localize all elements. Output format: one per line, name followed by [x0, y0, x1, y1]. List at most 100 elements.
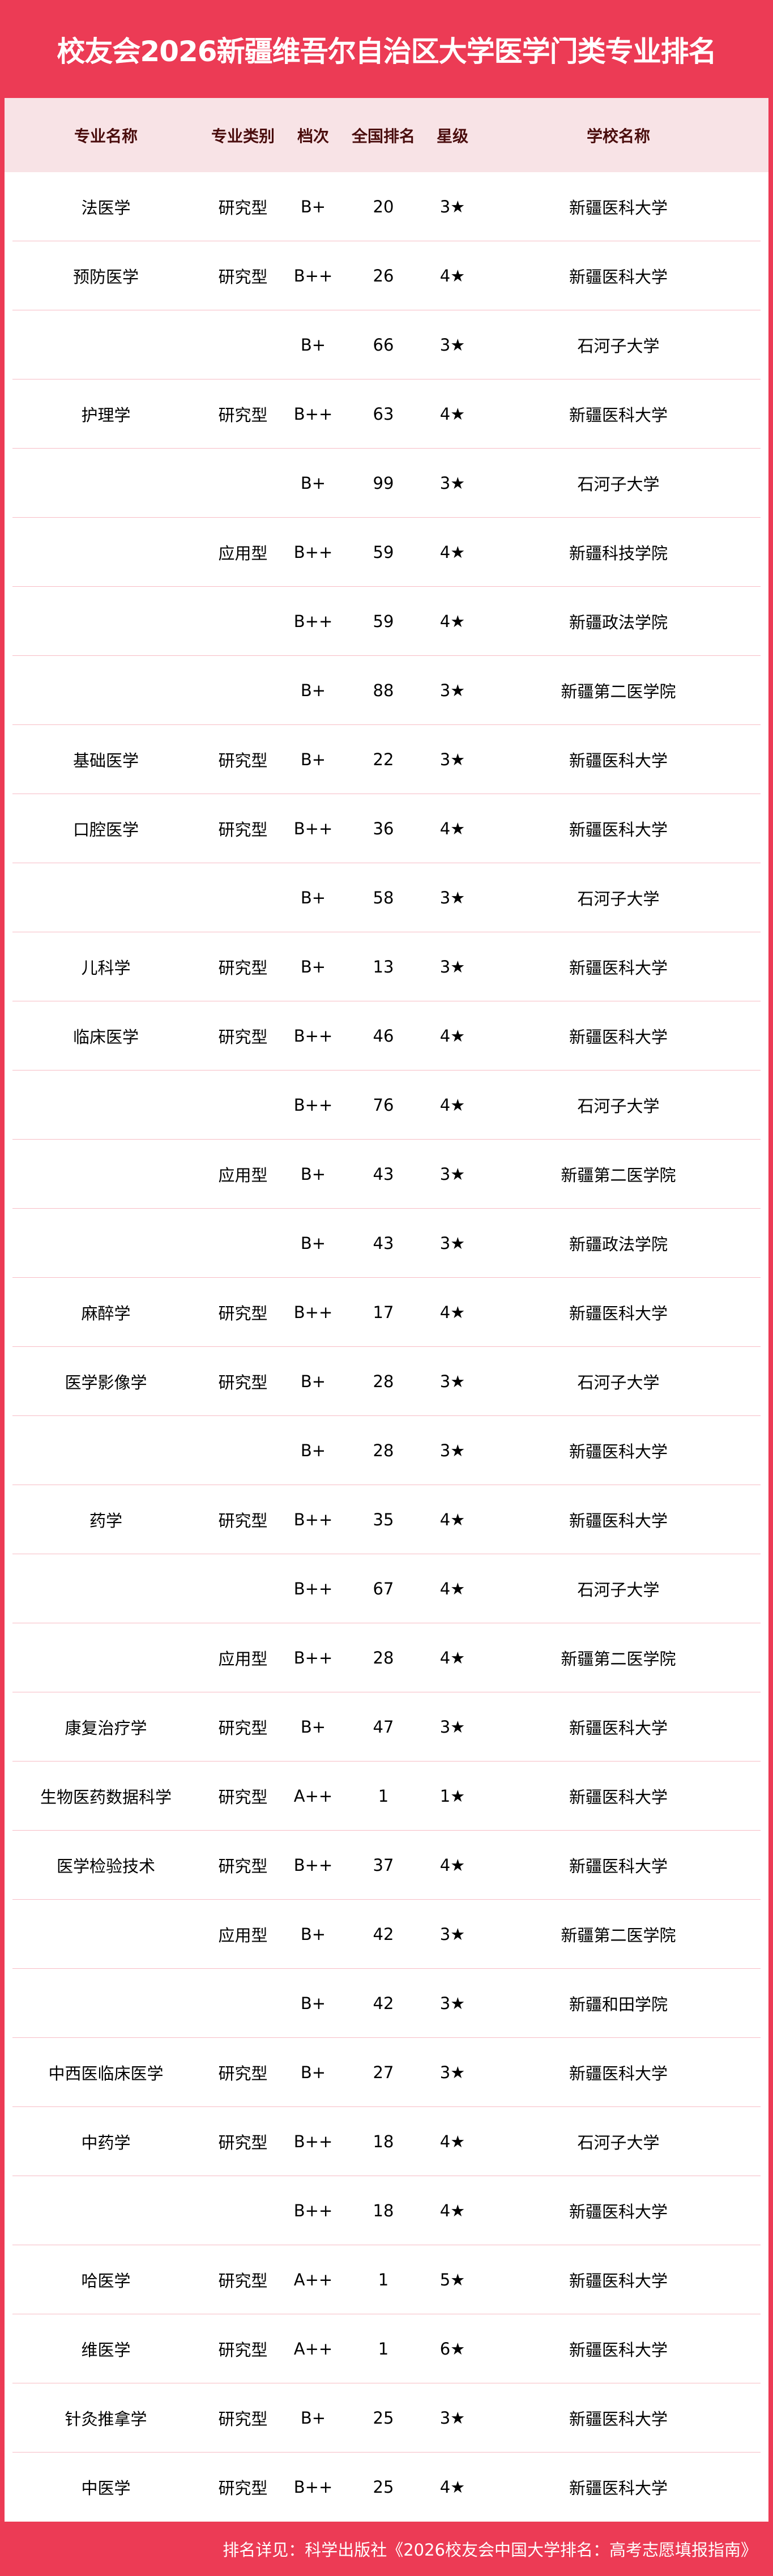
cell-school-name: 新疆医科大学: [569, 1718, 668, 1738]
cell-major-type: 研究型: [218, 2133, 268, 2152]
cell-school-name: 新疆医科大学: [569, 2271, 668, 2291]
cell-national-rank: 63: [373, 404, 394, 424]
cell-school-name: 新疆医科大学: [569, 1027, 668, 1047]
cell-grade: B++: [293, 1026, 333, 1046]
cell-major-type: 研究型: [218, 2340, 268, 2360]
cell-major-type: 应用型: [218, 1649, 268, 1669]
cell-national-rank: 18: [373, 2132, 394, 2151]
ranking-table: 专业名称 专业类别 档次 全国排名 星级 学校名称 法医学 研究型 B+ 20 3★ 新疆…: [5, 98, 768, 2522]
header-national-rank: 全国排名: [351, 126, 415, 146]
cell-major-type: 研究型: [218, 1788, 268, 1807]
header-star-level: 星级: [436, 126, 468, 146]
cell-star-level: 4★: [439, 1579, 465, 1598]
cell-major-type: 研究型: [218, 2064, 268, 2083]
cell-star-level: 4★: [439, 1510, 465, 1529]
cell-star-level: 6★: [439, 2339, 465, 2359]
cell-major-type: 研究型: [218, 198, 268, 217]
cell-major-type: 研究型: [218, 2271, 268, 2291]
cell-school-name: 新疆医科大学: [569, 958, 668, 978]
cell-national-rank: 67: [373, 1579, 394, 1598]
cell-grade: B+: [300, 888, 326, 907]
cell-school-name: 新疆医科大学: [569, 198, 668, 217]
cell-major-type: 研究型: [218, 1718, 268, 1738]
cell-national-rank: 46: [373, 1026, 394, 1046]
table-row: 哈医学 研究型 A++ 1 5★ 新疆医科大学: [5, 2245, 768, 2314]
table-row: 医学检验技术 研究型 B++ 37 4★ 新疆医科大学: [5, 1831, 768, 1900]
cell-major-name: 儿科学: [81, 958, 131, 978]
table-row: 康复治疗学 研究型 B+ 47 3★ 新疆医科大学: [5, 1692, 768, 1762]
cell-grade: A++: [293, 1786, 333, 1806]
cell-grade: B+: [300, 1717, 326, 1737]
cell-major-type: 研究型: [218, 406, 268, 425]
cell-grade: A++: [293, 2270, 333, 2289]
cell-national-rank: 66: [373, 335, 394, 355]
cell-grade: B++: [293, 404, 333, 424]
cell-star-level: 3★: [439, 888, 465, 907]
cell-major-name: 针灸推拿学: [65, 2409, 147, 2429]
cell-national-rank: 28: [373, 1372, 394, 1391]
table-row: 应用型 B++ 59 4★ 新疆科技学院: [5, 518, 768, 587]
table-row: 临床医学 研究型 B++ 46 4★ 新疆医科大学: [5, 1001, 768, 1071]
source-note: 排名详见：科学出版社《2026校友会中国大学排名：高考志愿填报指南》: [223, 2540, 757, 2560]
cell-school-name: 新疆医科大学: [569, 820, 668, 839]
cell-star-level: 4★: [439, 2132, 465, 2151]
cell-school-name: 新疆第二医学院: [561, 1649, 676, 1669]
table-row: B+ 66 3★ 石河子大学: [5, 310, 768, 379]
cell-star-level: 4★: [439, 1026, 465, 1046]
cell-grade: A++: [293, 2339, 333, 2359]
cell-star-level: 4★: [439, 2477, 465, 2497]
cell-star-level: 4★: [439, 404, 465, 424]
cell-national-rank: 88: [373, 681, 394, 700]
cell-national-rank: 28: [373, 1441, 394, 1460]
cell-star-level: 3★: [439, 1925, 465, 1944]
table-row: 护理学 研究型 B++ 63 4★ 新疆医科大学: [5, 379, 768, 449]
cell-grade: B+: [300, 681, 326, 700]
cell-grade: B+: [300, 197, 326, 216]
cell-grade: B++: [293, 1856, 333, 1875]
table-header: 专业名称 专业类别 档次 全国排名 星级 学校名称: [5, 98, 768, 172]
cell-major-type: 研究型: [218, 1511, 268, 1530]
cell-star-level: 1★: [439, 1786, 465, 1806]
cell-star-level: 4★: [439, 819, 465, 838]
cell-grade: B+: [300, 474, 326, 493]
cell-major-type: 研究型: [218, 267, 268, 287]
cell-national-rank: 26: [373, 266, 394, 285]
cell-major-type: 应用型: [218, 544, 268, 563]
table-row: 应用型 B+ 42 3★ 新疆第二医学院: [5, 1900, 768, 1969]
cell-grade: B++: [293, 1510, 333, 1529]
cell-grade: B++: [293, 2132, 333, 2151]
cell-major-name: 医学影像学: [65, 1373, 147, 1392]
cell-national-rank: 20: [373, 197, 394, 216]
table-row: B+ 99 3★ 石河子大学: [5, 449, 768, 518]
cell-national-rank: 25: [373, 2477, 394, 2497]
cell-school-name: 石河子大学: [577, 475, 660, 494]
cell-star-level: 3★: [439, 1372, 465, 1391]
cell-major-name: 药学: [89, 1511, 122, 1530]
cell-major-name: 口腔医学: [72, 820, 139, 839]
cell-major-type: 研究型: [218, 1857, 268, 1876]
cell-grade: B++: [293, 543, 333, 562]
cell-national-rank: 42: [373, 1994, 394, 2013]
cell-grade: B++: [293, 1579, 333, 1598]
cell-national-rank: 18: [373, 2201, 394, 2220]
cell-major-name: 哈医学: [81, 2271, 131, 2291]
cell-star-level: 3★: [439, 2408, 465, 2428]
cell-grade: B+: [300, 957, 326, 976]
cell-school-name: 新疆医科大学: [569, 1304, 668, 1323]
cell-grade: B+: [300, 2063, 326, 2082]
cell-star-level: 3★: [439, 1994, 465, 2013]
cell-school-name: 石河子大学: [577, 1373, 660, 1392]
cell-national-rank: 59: [373, 612, 394, 631]
cell-major-name: 护理学: [81, 406, 131, 425]
table-row: B+ 42 3★ 新疆和田学院: [5, 1969, 768, 2038]
table-body: 法医学 研究型 B+ 20 3★ 新疆医科大学 预防医学 研究型 B++ 26 4★ 新疆医科大学 B+…: [5, 172, 768, 2522]
cell-major-type: 研究型: [218, 958, 268, 978]
table-row: 中药学 研究型 B++ 18 4★ 石河子大学: [5, 2107, 768, 2176]
cell-grade: B++: [293, 819, 333, 838]
cell-school-name: 新疆医科大学: [569, 2064, 668, 2083]
cell-school-name: 新疆医科大学: [569, 1511, 668, 1530]
header-grade: 档次: [297, 126, 329, 146]
cell-national-rank: 76: [373, 1095, 394, 1115]
cell-major-type: 研究型: [218, 1027, 268, 1047]
cell-star-level: 5★: [439, 2270, 465, 2289]
